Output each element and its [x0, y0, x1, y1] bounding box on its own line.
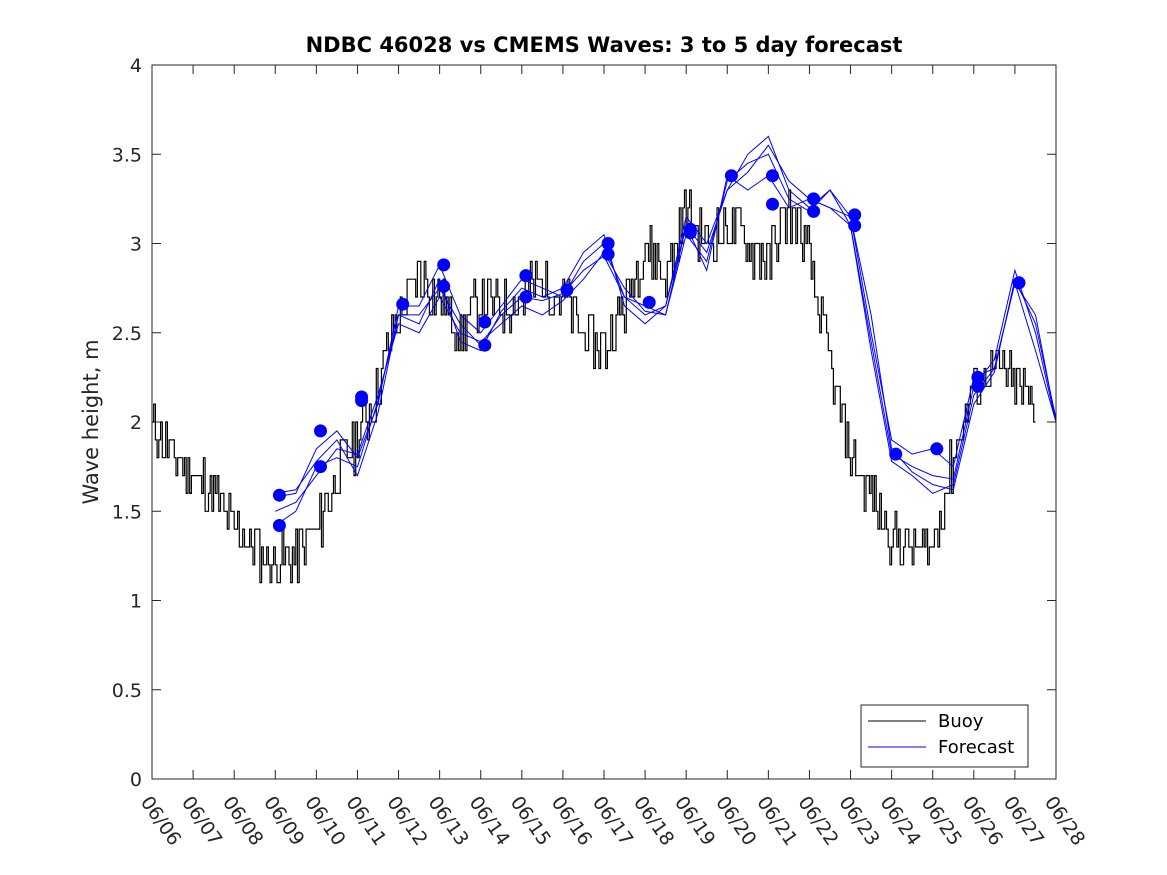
forecast-marker	[601, 247, 615, 261]
y-tick-label: 0.5	[112, 680, 142, 702]
forecast-marker	[848, 219, 862, 233]
forecast-marker	[1012, 276, 1026, 290]
y-tick-label: 1.5	[112, 501, 142, 523]
forecast-marker	[971, 370, 985, 384]
axes-frame	[151, 64, 1057, 780]
forecast-marker	[848, 208, 862, 222]
buoy-series	[152, 189, 1036, 584]
y-tick-label: 3	[130, 234, 142, 256]
forecast-line	[275, 135, 1057, 512]
forecast-marker	[519, 290, 533, 304]
forecast-marker	[478, 338, 492, 352]
y-axis-label: Wave height, m	[79, 339, 103, 504]
forecast-marker	[396, 297, 410, 311]
forecast-marker	[437, 258, 451, 272]
forecast-marker	[971, 379, 985, 393]
forecast-marker	[930, 442, 944, 456]
forecast-marker	[478, 315, 492, 329]
forecast-markers	[272, 169, 1026, 532]
forecast-marker	[807, 204, 821, 218]
forecast-line	[275, 144, 1057, 494]
y-tick-label: 2.5	[112, 323, 142, 345]
forecast-marker	[519, 269, 533, 283]
forecast-marker	[272, 488, 286, 502]
forecast-marker	[314, 424, 327, 438]
legend-buoy-label: Buoy	[938, 711, 984, 732]
y-tick-label: 0	[130, 769, 142, 791]
forecast-marker	[683, 226, 697, 240]
buoy-line	[152, 189, 1036, 584]
forecast-marker	[437, 279, 451, 293]
plot-area	[152, 65, 1056, 779]
forecast-marker	[724, 169, 738, 183]
y-tick-label: 4	[130, 55, 142, 77]
y-tick-labels: 0 0.5 1 1.5 2 2.5 3 3.5 4	[112, 55, 142, 791]
chart-title: NDBC 46028 vs CMEMS Waves: 3 to 5 day fo…	[306, 33, 903, 57]
y-tick-label: 1	[130, 591, 142, 613]
forecast-marker	[807, 192, 821, 206]
legend: Buoy Forecast	[860, 704, 1029, 768]
forecast-marker	[889, 447, 903, 461]
forecast-marker	[766, 169, 779, 183]
legend-forecast-label: Forecast	[938, 737, 1014, 758]
forecast-marker	[272, 519, 286, 532]
forecast-marker	[560, 283, 574, 297]
legend-box	[860, 704, 1029, 768]
y-tick-label: 3.5	[112, 144, 142, 166]
forecast-marker	[642, 295, 656, 309]
forecast-marker	[766, 197, 779, 211]
forecast-marker	[355, 394, 369, 408]
y-tick-label: 2	[130, 412, 142, 434]
forecast-marker	[314, 460, 327, 474]
forecast-marker	[601, 237, 615, 250]
